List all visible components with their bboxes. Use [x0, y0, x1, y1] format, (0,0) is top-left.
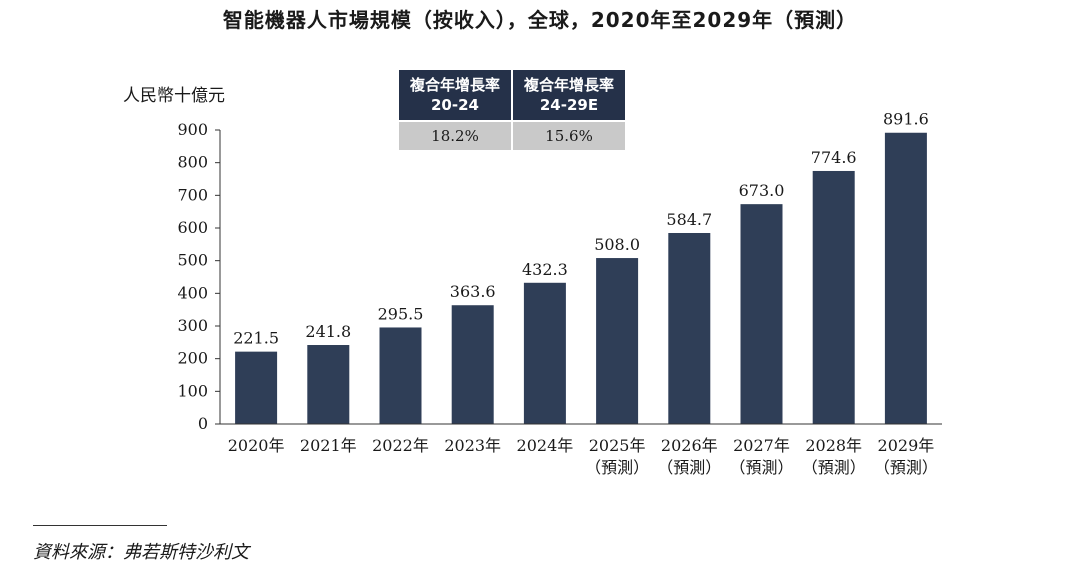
y-tick-label: 200 [177, 349, 208, 368]
data-label: 508.0 [594, 235, 640, 254]
data-label: 673.0 [739, 181, 785, 200]
x-tick-label: 2021年 [300, 436, 357, 455]
x-tick-sublabel: （預測） [729, 458, 793, 477]
bar [307, 345, 350, 424]
cagr-value-2024-2029: 15.6% [513, 120, 625, 150]
bar [379, 327, 422, 424]
cagr-table: 複合年增長率 20-24 複合年增長率 24-29E 18.2% 15.6% [397, 70, 627, 150]
cagr-header-title: 複合年增長率 [523, 76, 614, 94]
cagr-header-period: 20-24 [431, 96, 479, 114]
bar [740, 204, 783, 424]
x-tick-label: 2023年 [444, 436, 501, 455]
y-tick-label: 300 [177, 316, 208, 335]
bar [523, 282, 566, 424]
y-tick-label: 0 [198, 414, 208, 433]
bar [451, 305, 494, 424]
y-axis-unit-label: 人民幣十億元 [123, 86, 225, 106]
x-tick-sublabel: （預測） [657, 458, 721, 477]
x-tick-label: 2028年 [805, 436, 862, 455]
x-tick-sublabel: （預測） [802, 458, 866, 477]
bar [235, 351, 278, 424]
cagr-header-2024-2029: 複合年增長率 24-29E [513, 70, 625, 120]
x-tick-sublabel: （預測） [874, 458, 938, 477]
y-tick-label: 800 [177, 153, 208, 172]
cagr-header-2020-2024: 複合年增長率 20-24 [399, 70, 511, 120]
data-label: 774.6 [811, 148, 857, 167]
chart-title: 智能機器人市場規模（按收入），全球，2020年至2029年（預測） [222, 8, 858, 32]
y-tick-label: 100 [177, 381, 208, 400]
source-divider [33, 525, 167, 526]
x-tick-label: 2024年 [517, 436, 574, 455]
cagr-header-title: 複合年增長率 [409, 76, 500, 94]
x-tick-label: 2026年 [661, 436, 718, 455]
bar [812, 170, 855, 424]
y-tick-label: 900 [177, 120, 208, 139]
x-tick-sublabel: （預測） [585, 458, 649, 477]
data-label: 891.6 [883, 110, 929, 129]
data-label: 241.8 [305, 322, 351, 341]
x-tick-label: 2025年 [589, 436, 646, 455]
x-tick-label: 2027年 [733, 436, 790, 455]
data-label: 221.5 [233, 329, 279, 348]
source-note: 資料來源：弗若斯特沙利文 [33, 542, 249, 563]
data-label: 363.6 [450, 282, 496, 301]
y-tick-label: 600 [177, 218, 208, 237]
cagr-header-period: 24-29E [539, 96, 599, 114]
x-tick-label: 2029年 [878, 436, 935, 455]
x-tick-label: 2022年 [372, 436, 429, 455]
x-tick-label: 2020年 [228, 436, 285, 455]
y-tick-label: 500 [177, 251, 208, 270]
cagr-value-2020-2024: 18.2% [399, 120, 511, 150]
data-label: 295.5 [378, 304, 424, 323]
y-tick-label: 700 [177, 185, 208, 204]
bar [668, 232, 711, 424]
bar [596, 258, 639, 424]
y-tick-label: 400 [177, 283, 208, 302]
bar-chart: 0 100 200 300 400 500 600 700 800 900 221.5 2020年 24… [177, 110, 942, 477]
bar [884, 132, 927, 424]
data-label: 584.7 [666, 210, 712, 229]
data-label: 432.3 [522, 260, 568, 279]
